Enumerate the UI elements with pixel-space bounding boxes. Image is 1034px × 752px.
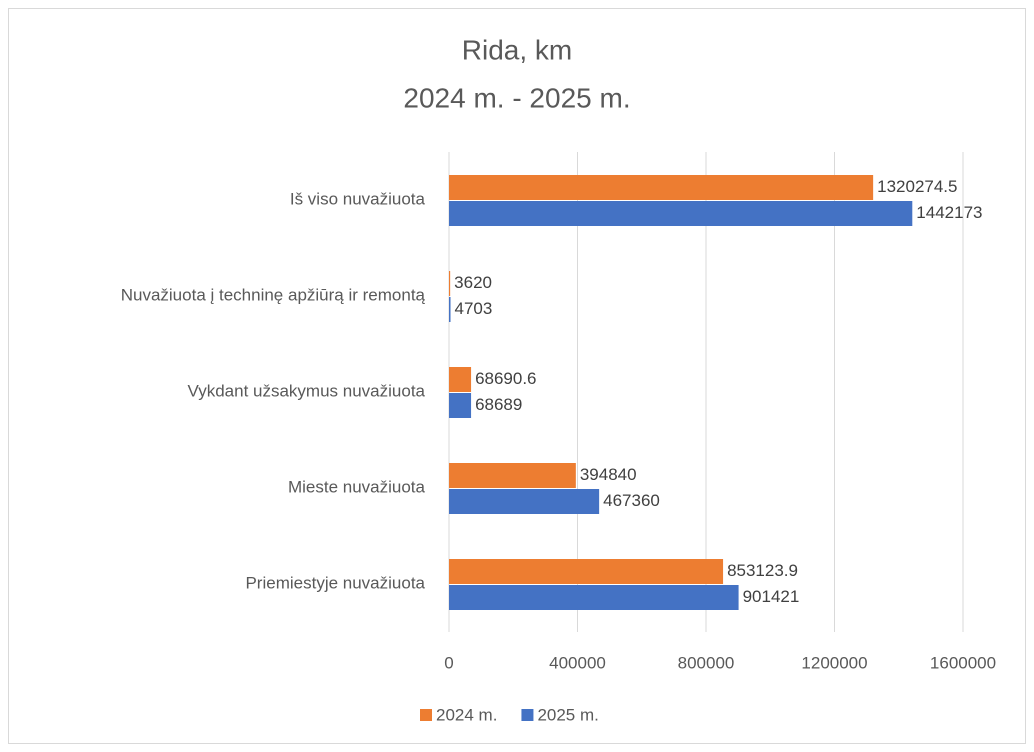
data-label: 68689 [475,395,522,414]
bar [449,201,913,226]
x-tick-label: 800000 [678,653,735,672]
chart-border [8,8,1026,744]
legend-swatch [521,709,534,721]
legend-label: 2025 m. [537,705,598,724]
data-label: 467360 [603,491,660,510]
bar [449,489,600,514]
data-label: 68690.6 [475,369,536,388]
data-label: 4703 [455,299,493,318]
bar [449,393,472,418]
bar [449,297,451,322]
bar [449,585,739,610]
chart-subtitle: 2024 m. - 2025 m. [403,82,630,113]
y-tick-label: Mieste nuvažiuota [288,477,426,496]
bar [449,463,576,488]
bar [449,559,724,584]
y-tick-label: Vykdant užsakymus nuvažiuota [188,381,426,400]
x-tick-label: 1600000 [930,653,996,672]
data-label: 1442173 [916,203,982,222]
bar [449,271,451,296]
y-tick-label: Iš viso nuvažiuota [290,189,426,208]
bar [449,175,874,200]
bar [449,367,472,392]
data-label: 901421 [743,587,800,606]
data-label: 3620 [454,273,492,292]
legend-swatch [420,709,432,721]
y-tick-label: Nuvažiuota į techninę apžiūrą ir remontą [121,285,426,304]
legend-label: 2024 m. [436,705,497,724]
data-label: 853123.9 [727,561,798,580]
data-label: 1320274.5 [877,177,957,196]
x-tick-label: 1200000 [801,653,867,672]
chart-title: Rida, km [462,34,572,65]
y-tick-label: Priemiestyje nuvažiuota [245,573,425,592]
x-tick-label: 400000 [549,653,606,672]
x-tick-label: 0 [444,653,453,672]
data-label: 394840 [580,465,637,484]
